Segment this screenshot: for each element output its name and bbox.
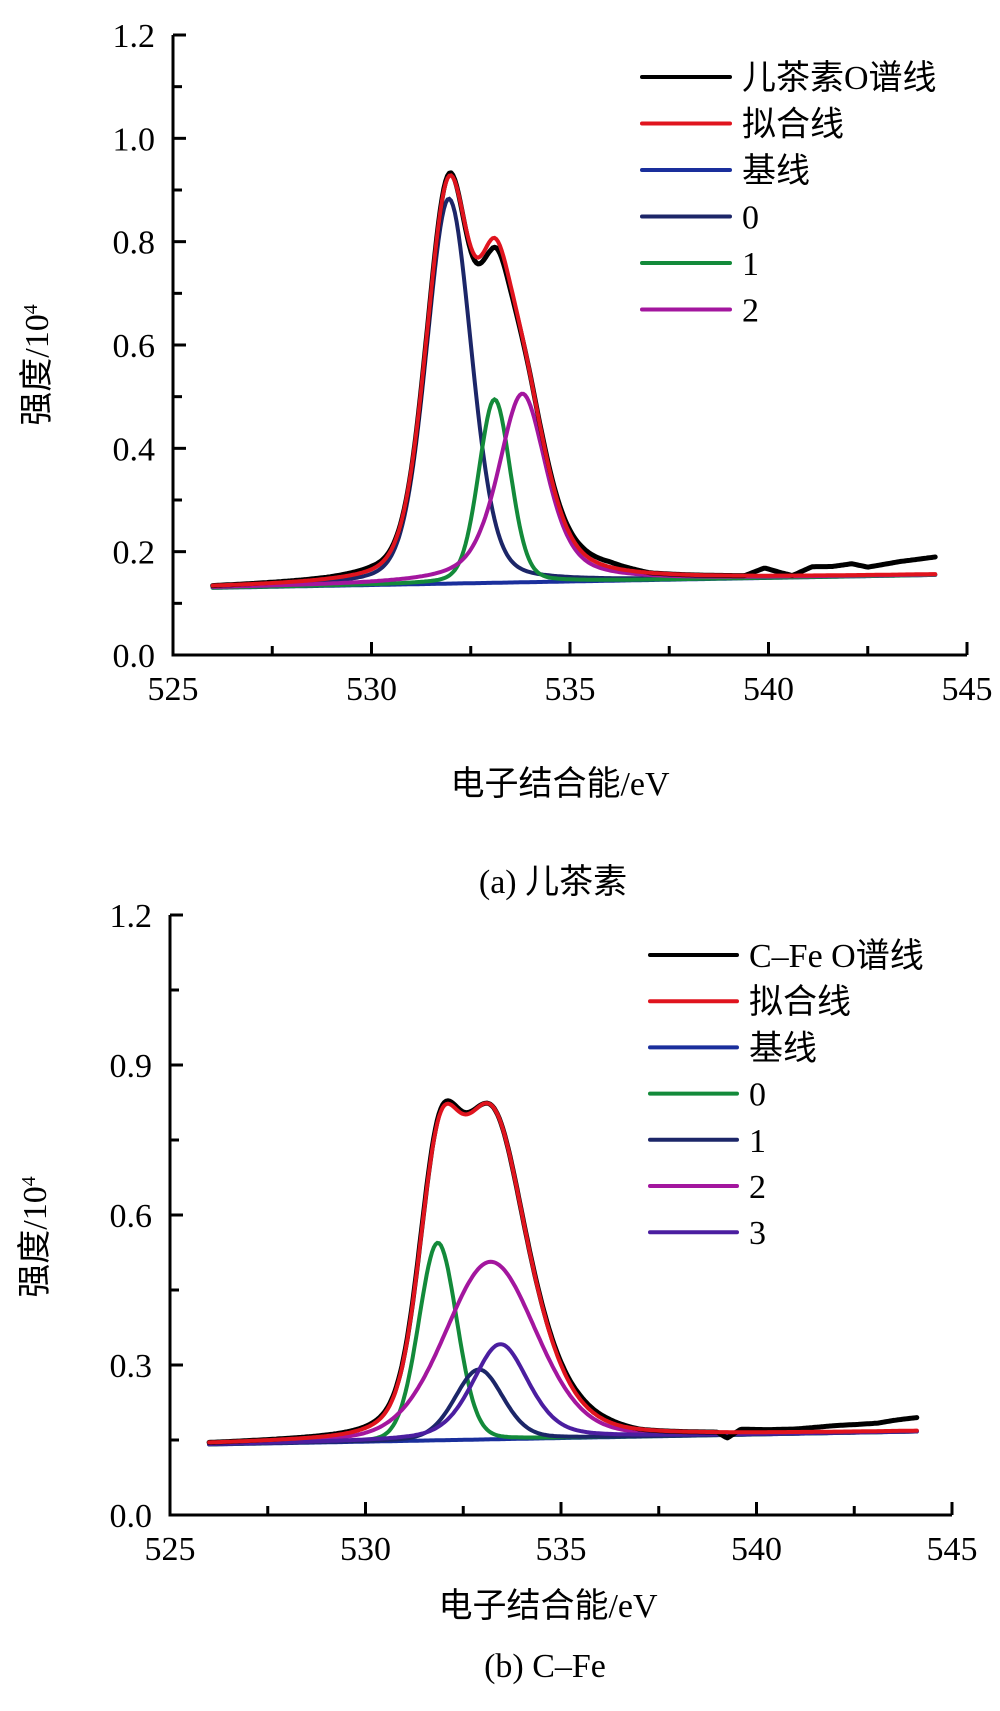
legend-label-5: 2 xyxy=(749,1169,766,1206)
x-tick-label: 545 xyxy=(942,671,993,708)
legend-label-3: 0 xyxy=(742,200,759,237)
component-peak-0-line xyxy=(207,1240,919,1447)
legend-label-4: 1 xyxy=(742,246,759,283)
spectrum-data-line xyxy=(206,1098,920,1445)
x-tick-label: 540 xyxy=(731,1531,782,1568)
y-tick-label: 0.2 xyxy=(113,535,156,572)
y-tick-label: 0.0 xyxy=(110,1498,153,1535)
legend-label-3: 0 xyxy=(749,1077,766,1114)
y-tick-label: 0.8 xyxy=(113,225,156,262)
curves-b xyxy=(206,1098,920,1447)
axes-a: 0.0 0.2 0.4 0.6 0.8 1.0 1.2 525 530 535 540 545 xyxy=(113,18,993,708)
fit-line xyxy=(207,1101,919,1445)
x-tick-label: 545 xyxy=(927,1531,978,1568)
y-tick-label: 0.6 xyxy=(113,328,156,365)
legend-label-2: 基线 xyxy=(749,1029,817,1067)
y-tick-label: 1.2 xyxy=(110,898,153,935)
legend-label-1: 拟合线 xyxy=(742,106,844,144)
legend-label-6: 3 xyxy=(749,1215,766,1252)
caption-b: (b) C–Fe xyxy=(484,1648,606,1685)
x-tick-label: 540 xyxy=(743,671,794,708)
curves-a xyxy=(210,170,938,590)
x-tick-label: 535 xyxy=(536,1531,587,1568)
component-peak-1-line xyxy=(210,396,938,590)
axes-b: 0.0 0.3 0.6 0.9 1.2 525 530 535 540 545 xyxy=(110,898,978,1568)
caption-a: (a) 儿茶素 xyxy=(479,863,627,901)
legend-label-0: 儿茶素O谱线 xyxy=(742,59,937,97)
y-tick-label: 0.3 xyxy=(110,1348,153,1385)
legend-label-0: C–Fe O谱线 xyxy=(749,937,924,975)
x-tick-label: 530 xyxy=(340,1531,391,1568)
y-tick-label: 1.2 xyxy=(113,18,156,55)
x-axis-title-b: 电子结合能/eV xyxy=(438,1587,658,1625)
y-tick-label: 0.0 xyxy=(113,638,156,675)
y-tick-label: 0.9 xyxy=(110,1048,153,1085)
y-tick-label: 1.0 xyxy=(113,121,156,158)
chart-panel-b: 0.0 0.3 0.6 0.9 1.2 525 530 535 540 545 C–Fe O谱线拟… xyxy=(16,898,978,1685)
x-tick-label: 535 xyxy=(545,671,596,708)
x-tick-label: 530 xyxy=(346,671,397,708)
y-tick-label: 0.4 xyxy=(113,431,156,468)
x-tick-label: 525 xyxy=(145,1531,196,1568)
spectrum-data-line xyxy=(210,170,938,589)
legend-label-1: 拟合线 xyxy=(749,983,851,1021)
component-peak-2-line xyxy=(210,391,938,589)
legend-label-2: 基线 xyxy=(742,152,810,190)
component-peak-0-line xyxy=(210,196,938,589)
legend-label-4: 1 xyxy=(749,1123,766,1160)
chart-panel-a: 0.0 0.2 0.4 0.6 0.8 1.0 1.2 525 530 535 540 545 儿茶素… xyxy=(18,18,993,901)
fit-line xyxy=(210,173,938,588)
x-tick-label: 525 xyxy=(148,671,199,708)
y-axis-title-b: 强度/104 xyxy=(16,1176,54,1297)
y-axis-title-a: 强度/104 xyxy=(18,304,56,425)
x-axis-title-a: 电子结合能/eV xyxy=(450,765,670,803)
y-tick-label: 0.6 xyxy=(110,1198,153,1235)
legend-label-5: 2 xyxy=(742,293,759,330)
component-peak-2-line xyxy=(207,1259,919,1446)
